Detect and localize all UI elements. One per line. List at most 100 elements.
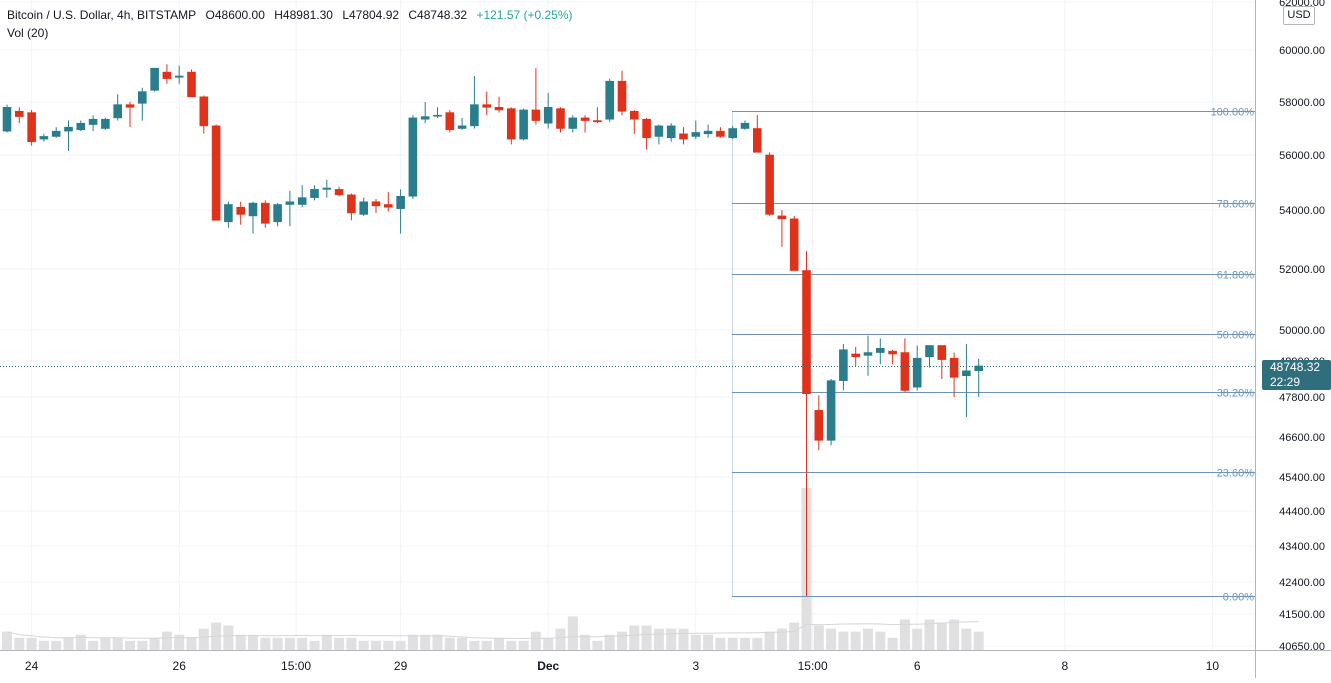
- candle-body: [802, 270, 811, 395]
- candle-body: [27, 112, 36, 143]
- time-axis[interactable]: 24 26 15:00 29 Dec 3 15:00 6 8 10: [0, 650, 1331, 679]
- price-axis-label: 41500.00: [1279, 609, 1325, 621]
- volume-bar: [555, 628, 566, 650]
- candle-body: [211, 125, 221, 221]
- volume-bar: [629, 625, 640, 650]
- time-axis-label: 3: [692, 659, 699, 673]
- candle-body: [162, 71, 172, 79]
- price-axis[interactable]: 62000.00 60000.00 58000.00 56000.00 54000.00…: [1255, 0, 1331, 678]
- volume-bar: [752, 637, 763, 650]
- candle-body: [371, 201, 381, 207]
- volume-bar: [383, 640, 394, 650]
- volume-bar: [530, 631, 541, 650]
- candle-body: [642, 118, 651, 139]
- volume-bar: [14, 637, 25, 650]
- candle-body: [875, 348, 885, 353]
- volume-bar: [764, 631, 775, 650]
- candle-body: [248, 202, 258, 217]
- candle-body: [617, 80, 627, 112]
- legend-close: C48748.32: [408, 8, 468, 22]
- volume-bar: [973, 631, 984, 650]
- candle-body: [494, 107, 504, 111]
- candle-body: [716, 130, 725, 137]
- volume-bar: [617, 631, 627, 650]
- volume-bar: [100, 637, 111, 650]
- volume-bar: [420, 634, 431, 650]
- volume-bar: [567, 616, 578, 650]
- candle-body: [962, 370, 971, 377]
- volume-bar: [346, 637, 357, 650]
- volume-bar: [727, 637, 738, 650]
- time-axis-label: 24: [25, 659, 39, 673]
- candle-body: [937, 345, 947, 360]
- candle-body: [174, 75, 184, 78]
- volume-indicator-label[interactable]: Vol (20): [7, 26, 49, 40]
- candle-body: [482, 104, 492, 108]
- candles[interactable]: [2, 64, 984, 597]
- candle-body: [974, 365, 984, 372]
- candle-body: [15, 110, 24, 117]
- volume-bar: [309, 640, 320, 650]
- volume-bar: [789, 622, 800, 650]
- candle-body: [64, 126, 73, 132]
- volume-bar: [936, 622, 947, 650]
- price-axis-label: 42400.00: [1279, 577, 1325, 589]
- price-axis-label: 50000.00: [1279, 325, 1325, 337]
- volume-bar: [776, 628, 787, 650]
- fibonacci-retracement[interactable]: 100.00% 78.60% 61.80% 50.00% 38.20% 23.60% 0.0…: [732, 107, 1255, 604]
- volume-bar: [641, 625, 652, 650]
- volume-bar: [863, 628, 873, 650]
- price-axis-label: 62000.00: [1279, 0, 1325, 9]
- volume-bar: [112, 637, 123, 650]
- volume-bar: [371, 640, 381, 650]
- grid: [0, 0, 1255, 650]
- candle-body: [383, 204, 393, 208]
- candle-body: [273, 204, 282, 223]
- time-axis-label: 8: [1061, 659, 1068, 673]
- symbol-title[interactable]: Bitcoin / U.S. Dollar, 4h, BITSTAMP: [7, 8, 197, 22]
- candle-body: [76, 122, 86, 131]
- legend-low: L47804.92: [342, 8, 400, 22]
- volume-bar: [481, 640, 492, 650]
- candle-body: [322, 187, 332, 190]
- volume-bar: [235, 634, 246, 650]
- candle-body: [470, 104, 479, 127]
- candle-body: [187, 71, 196, 98]
- time-axis-label: 6: [914, 659, 921, 673]
- price-axis-label: 54000.00: [1279, 205, 1325, 217]
- candle-body: [888, 350, 897, 355]
- volume-bar: [653, 628, 664, 650]
- price-axis-label: 43400.00: [1279, 541, 1325, 553]
- candle-body: [457, 125, 467, 129]
- candle-body: [88, 118, 98, 125]
- time-axis-label: 15:00: [798, 659, 828, 673]
- volume-bar: [174, 634, 185, 650]
- volume-bar: [248, 634, 258, 650]
- candle-body: [396, 195, 405, 209]
- fib-level-label: 61.80%: [1217, 270, 1255, 282]
- volume-bar: [838, 631, 849, 650]
- candle-body: [445, 112, 455, 131]
- candle-body: [568, 117, 578, 129]
- candle-body: [506, 108, 516, 140]
- price-axis-label: 47800.00: [1279, 392, 1325, 404]
- candle-body: [839, 349, 848, 381]
- volume-bar: [2, 631, 12, 650]
- fib-level-label: 50.00%: [1217, 330, 1255, 342]
- time-axis-label: 29: [394, 659, 408, 673]
- currency-button[interactable]: USD: [1283, 6, 1315, 25]
- volume-bar: [924, 619, 935, 650]
- candle-body: [334, 189, 344, 196]
- candle-body: [949, 357, 959, 378]
- time-axis-label: 15:00: [281, 659, 311, 673]
- fib-level-label: 0.00%: [1223, 592, 1254, 604]
- volume-bar: [912, 628, 923, 650]
- volume-bar: [850, 631, 861, 650]
- last-price-tag: 48748.32 22:29: [1262, 360, 1331, 390]
- fib-level-label: 38.20%: [1217, 388, 1255, 400]
- volume-bar: [666, 628, 677, 650]
- candle-body: [580, 117, 590, 121]
- candle-body: [752, 128, 762, 153]
